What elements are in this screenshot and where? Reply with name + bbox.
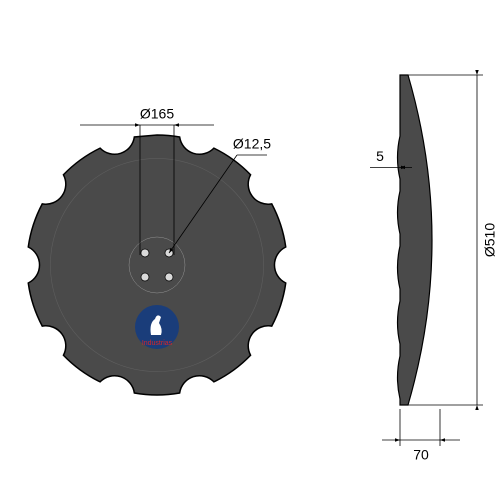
bolt-hole — [141, 273, 149, 281]
dim-depth: 70 — [413, 447, 429, 463]
logo-text: Industrias — [142, 340, 173, 347]
technical-drawing: Industrias Ø165 Ø12,5 5 Ø510 70 — [0, 0, 500, 500]
dim-thickness: 5 — [376, 148, 384, 164]
dim-hole: Ø12,5 — [233, 136, 271, 152]
disc-front-view: Industrias — [28, 135, 285, 395]
dim-bolt-circle: Ø165 — [140, 106, 174, 122]
bolt-hole — [165, 273, 173, 281]
disc-side-view — [398, 75, 433, 405]
dimensions-side: 5 Ø510 70 — [370, 70, 498, 463]
dim-outer-diameter: Ø510 — [482, 223, 498, 257]
brand-logo: Industrias — [135, 305, 179, 349]
bolt-hole — [141, 249, 149, 257]
